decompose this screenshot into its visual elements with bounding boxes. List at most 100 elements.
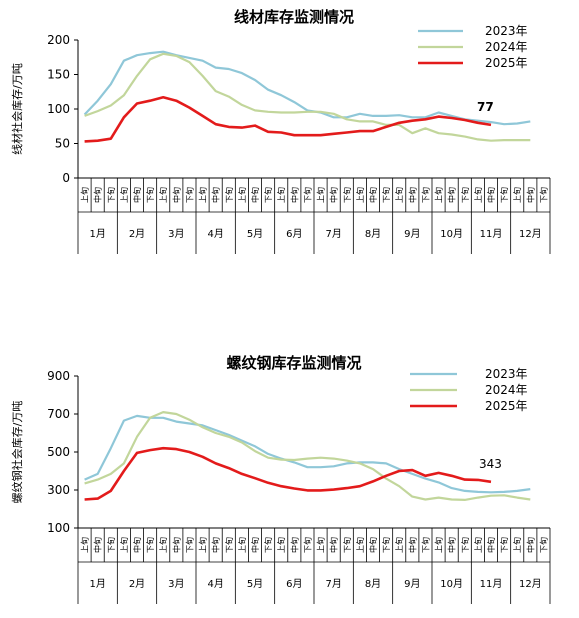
x-month-label: 5月 <box>247 578 263 590</box>
x-tick-label: 上旬 <box>198 537 208 553</box>
chart-1: 线材库存监测情况050100150200线材社会库存/万吨上旬 中旬 下旬 上旬 中旬下… <box>10 8 551 254</box>
y-tick-label: 100 <box>47 521 70 535</box>
x-tick-label: 中旬 <box>329 187 339 203</box>
y-tick-label: 500 <box>47 445 70 459</box>
y-axis-label: 线材社会库存/万吨 <box>10 63 24 155</box>
x-tick-label: 中旬 <box>93 537 103 553</box>
x-tick-label: 下旬 <box>538 537 548 553</box>
x-tick-label: 中旬 <box>525 537 535 553</box>
x-tick-label: 中旬 <box>368 537 378 553</box>
x-tick-label: 上旬 <box>512 187 522 203</box>
y-tick-label: 700 <box>47 407 70 421</box>
x-month-label: 2月 <box>129 228 145 240</box>
x-tick-label: 上旬 <box>434 537 444 553</box>
x-tick-label: 下旬 <box>381 187 391 203</box>
x-tick-label: 中旬 <box>250 187 260 203</box>
x-tick-label: 下旬 <box>263 187 273 203</box>
y-tick-label: 900 <box>47 369 70 383</box>
x-tick-label: 下旬 <box>420 187 430 203</box>
x-tick-label: 下旬 <box>342 187 352 203</box>
x-tick-label: 下旬 <box>106 537 116 553</box>
y-tick-label: 300 <box>47 483 70 497</box>
x-month-label: 4月 <box>207 578 223 590</box>
legend-label: 2023年 <box>485 24 528 38</box>
x-tick-label: 下旬 <box>460 187 470 203</box>
x-tick-label: 上旬 <box>316 187 326 203</box>
x-month-label: 5月 <box>247 228 263 240</box>
x-tick-label: 上旬 <box>473 537 483 553</box>
x-tick-label: 上旬 <box>394 537 404 553</box>
y-tick-label: 200 <box>47 33 70 47</box>
x-month-label: 8月 <box>365 578 381 590</box>
x-tick-label: 下旬 <box>145 187 155 203</box>
x-tick-label: 下旬 <box>106 187 116 203</box>
x-tick-label: 中旬 <box>250 537 260 553</box>
x-tick-label: 下旬 <box>184 187 194 203</box>
x-tick-label: 上旬 <box>119 537 129 553</box>
x-tick-label: 中旬 <box>289 187 299 203</box>
series-line-2025年 <box>84 96 492 143</box>
legend-label: 2025年 <box>485 399 528 413</box>
x-tick-label: 上旬 <box>237 537 247 553</box>
series-line-2024年 <box>84 52 531 142</box>
y-tick-label: 100 <box>47 102 70 116</box>
y-axis-label: 螺纹钢社会库存/万吨 <box>10 401 24 504</box>
x-month-label: 10月 <box>440 578 463 590</box>
x-tick-label: 上旬 <box>434 187 444 203</box>
x-tick-label: 上旬 <box>355 187 365 203</box>
x-month-label: 1月 <box>89 578 105 590</box>
x-month-label: 3月 <box>168 578 184 590</box>
x-tick-label: 中旬 <box>211 187 221 203</box>
x-tick-label: 中旬 <box>368 187 378 203</box>
x-month-label: 8月 <box>365 228 381 240</box>
series-line-2024年 <box>84 411 531 501</box>
x-month-label: 11月 <box>480 228 503 240</box>
x-tick-label: 上旬 <box>276 187 286 203</box>
x-tick-label: 下旬 <box>184 537 194 553</box>
x-tick-label: 中旬 <box>93 187 103 203</box>
x-month-label: 3月 <box>168 228 184 240</box>
x-tick-label: 下旬 <box>499 187 509 203</box>
x-tick-label: 中旬 <box>486 187 496 203</box>
x-month-label: 12月 <box>519 578 542 590</box>
x-month-label: 12月 <box>519 228 542 240</box>
x-tick-label: 上旬 <box>394 187 404 203</box>
data-label-last: 77 <box>477 100 494 114</box>
series-line-2023年 <box>83 50 531 126</box>
x-tick-label: 中旬 <box>407 537 417 553</box>
x-tick-label: 下旬 <box>460 537 470 553</box>
data-label-last: 343 <box>479 457 502 471</box>
x-month-label: 1月 <box>89 228 105 240</box>
x-month-label: 7月 <box>325 578 341 590</box>
x-tick-label: 上旬 <box>276 537 286 553</box>
x-tick-label: 中旬 <box>447 537 457 553</box>
x-tick-label: 中旬 <box>447 187 457 203</box>
x-tick-label: 下旬 <box>342 537 352 553</box>
x-tick-label: 中旬 <box>132 187 142 203</box>
x-tick-label: 上旬 <box>473 187 483 203</box>
legend-label: 2025年 <box>485 56 528 70</box>
y-tick-label: 0 <box>62 171 70 185</box>
x-tick-label: 下旬 <box>263 537 273 553</box>
x-tick-label: 下旬 <box>302 187 312 203</box>
x-tick-label: 下旬 <box>224 187 234 203</box>
x-tick-label: 中旬 <box>171 187 181 203</box>
chart-title: 螺纹钢库存监测情况 <box>226 354 361 372</box>
series-line-2023年 <box>84 414 531 494</box>
y-tick-label: 50 <box>55 137 70 151</box>
x-tick-label: 下旬 <box>224 537 234 553</box>
x-tick-label: 中旬 <box>211 537 221 553</box>
x-tick-label: 中旬 <box>525 187 535 203</box>
x-tick-label: 下旬 <box>381 537 391 553</box>
x-tick-label: 中旬 <box>407 187 417 203</box>
x-tick-label: 上旬 <box>80 187 90 203</box>
series-line-2025年 <box>84 446 492 501</box>
y-tick-label: 150 <box>47 68 70 82</box>
chart-title: 线材库存监测情况 <box>234 8 354 26</box>
x-tick-label: 中旬 <box>132 537 142 553</box>
x-tick-label: 下旬 <box>538 187 548 203</box>
x-tick-label: 上旬 <box>158 537 168 553</box>
x-tick-label: 上旬 <box>119 187 129 203</box>
